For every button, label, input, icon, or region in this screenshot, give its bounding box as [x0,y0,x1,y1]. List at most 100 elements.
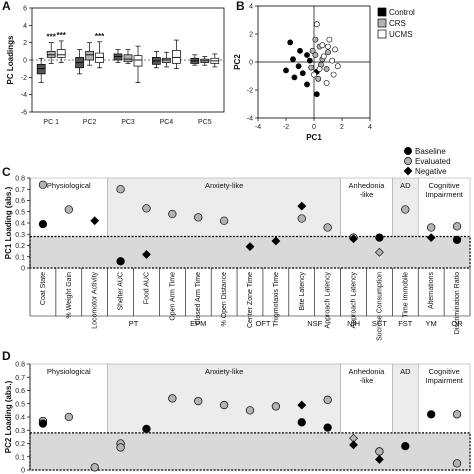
panel-c-point-negative [349,234,358,244]
panel-c-point-baseline [452,235,462,245]
panel-c-category-label: Closed Arm Time [195,272,202,325]
panel-d-ytick-label: 0.4 [15,415,25,422]
legend-baseline-label: Baseline [415,147,446,156]
panel-c-point-baseline [375,233,384,242]
panel-c-category-label: Food AUC [143,272,150,304]
panel-c-category-label: % Open Distance [221,272,228,327]
panel-d-point-negative [374,454,384,464]
panel-c-category-label: Discrimination Ratio [454,272,461,334]
panel-c-category-label: Approach Latency [325,272,332,329]
panel-c-ytick-label: 0.5 [15,209,25,216]
panel-b-point [316,66,323,72]
panel-b-point [291,74,298,81]
panel-c-category-label: Approach Latency [351,272,358,329]
panel-c-category-label: Sucrose Consumption [376,272,383,341]
panel-d-ytick-label: 0.7 [15,375,25,382]
panel-b-point [287,39,294,46]
panel-d-point-baseline [401,442,410,451]
panel-a-letter: A [2,0,11,13]
panel-c-point-baseline [116,257,125,266]
panel-c-test-label: PT [129,319,139,328]
panel-b-point [304,81,310,88]
panel-a-significance: *** [57,31,67,40]
panel-a-ytick-label: 0 [23,58,27,65]
panel-b-legend-swatch [377,18,387,28]
panel-c-point-evaluated [401,205,410,214]
panel-b-point [313,91,320,98]
panel-d-domain-label: Cognitive [428,367,459,376]
panel-b-point [326,36,333,43]
panel-c-loadings: Physiological Anxiety-like Anhedonia-like A… [4,147,471,341]
panel-d-domain-label: -like [360,376,374,385]
legend-evaluated-marker [404,157,412,165]
panel-a-xtick-label: PC2 [83,119,97,126]
panel-c-point-evaluated [219,216,229,225]
panel-b-point [315,75,322,82]
panel-a-xtick-label: PC 1 [43,119,59,126]
panel-c-point-negative [374,247,384,257]
panel-a-xtick-label: PC3 [121,119,135,126]
panel-b-point [323,66,330,72]
panel-c-category-label: Shelter AUC [118,272,125,311]
panel-a-xtick-label: PC4 [160,119,174,126]
panel-c-category-label: Center Zone Time [247,272,254,328]
panel-c-ytick-label: 0 [21,266,25,273]
legend-baseline-marker [404,147,412,155]
panel-d-domain-label: Anhedonia [349,367,386,376]
panel-a-box [85,50,94,61]
panel-d-domain-label: AD [400,367,411,376]
panel-c-ytick-label: 0.4 [15,221,25,228]
panel-b-point [311,71,317,78]
panel-b-xtick-label: -2 [283,124,289,131]
panel-b-point [306,57,313,64]
panel-c-domain-label: Anxiety-like [205,181,243,190]
panel-d-point-evaluated [64,412,73,422]
legend-negative-label: Negative [415,167,447,176]
panel-c-category-label: Alternations [428,272,435,309]
panel-d-point-negative [349,440,358,450]
panel-c-category-label: Open Arm Time [169,272,176,321]
panel-b-point [325,49,331,56]
panel-c-category-label: % Weight Gain [66,272,73,319]
panel-b-point [297,47,303,54]
panel-b-point [312,52,319,58]
panel-b-legend-label: Control [389,8,415,17]
panel-b-ytick-label: 2 [249,32,253,39]
panel-d-point-evaluated [245,406,255,415]
panel-b-letter: B [236,0,245,13]
panel-c-point-evaluated [64,205,73,214]
panel-a-significance: *** [95,32,105,41]
panel-d-ytick-label: 0.1 [15,454,25,461]
panel-d-point-evaluated [219,400,229,410]
panel-b-point [299,70,306,77]
panel-c-test-label: EPM [190,319,206,328]
panel-b-xtick-label: 2 [340,124,344,131]
panel-b-point [308,64,315,71]
panel-a-boxplot: -6 -4 -2 0 2 4 6 PC Loadings PC 1 PC2 PC3 PC4 PC5 ***… [6,6,225,126]
panel-c-category-label: Locomotor Activity [92,272,99,329]
panel-b-xlabel: PC1 [306,133,322,142]
panel-c-point-negative [245,242,255,252]
panel-b-legend-label: CRS [389,19,406,28]
panel-b-legend-swatch [377,7,387,17]
panel-a-box [133,55,143,67]
panel-b-point [312,36,319,43]
panel-c-domain-label: Cognitive [428,181,459,190]
panel-c-category-label: Time Immobile [402,272,409,318]
panel-c-threshold-box [29,235,471,269]
panel-d-domain-label: Impairment [425,376,463,385]
panel-b-xtick-label: 4 [368,124,372,131]
panel-b-point [283,67,289,74]
panel-b-point [295,63,302,70]
panel-d-ytick-label: 0 [21,468,25,474]
panel-c-test-label: YM [426,319,437,328]
panel-c-test-label: NIH [347,319,360,328]
panel-a-box [56,49,66,58]
panel-c-point-evaluated [168,209,177,219]
panel-c-ytick-label: 0.1 [15,254,25,261]
panel-c-point-negative [142,250,151,259]
panel-b-ytick-label: -2 [247,88,253,95]
legend-evaluated-label: Evaluated [415,157,451,166]
panel-c-domain-label: -like [360,190,374,199]
